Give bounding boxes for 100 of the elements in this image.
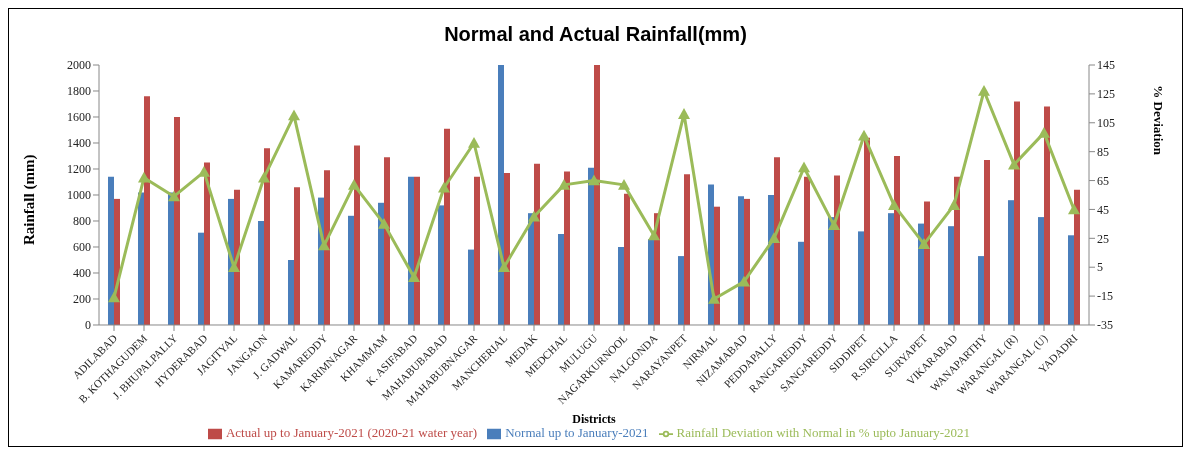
bar bbox=[264, 148, 270, 325]
point bbox=[318, 239, 330, 251]
bar bbox=[504, 172, 510, 325]
y2-tick-label: 85 bbox=[1097, 144, 1109, 159]
legend-label: Actual up to January-2021 (2020-21 water year) bbox=[225, 424, 478, 440]
bar bbox=[624, 193, 630, 325]
point bbox=[948, 199, 960, 210]
point bbox=[978, 85, 990, 96]
point bbox=[798, 161, 810, 173]
y2-tick-label: -15 bbox=[1097, 289, 1113, 304]
y2-tick-label: 125 bbox=[1097, 87, 1115, 102]
bar bbox=[738, 196, 744, 325]
bar bbox=[774, 157, 780, 325]
y2-tick-label: 5 bbox=[1097, 260, 1103, 275]
bar bbox=[1038, 217, 1044, 325]
point bbox=[588, 174, 600, 186]
bar bbox=[324, 170, 330, 325]
y-tick-label: 1400 bbox=[67, 136, 91, 151]
y2-axis-title: % Deviation bbox=[1151, 85, 1167, 156]
point bbox=[858, 129, 870, 141]
bar bbox=[888, 213, 894, 325]
point bbox=[108, 291, 120, 303]
point bbox=[228, 261, 240, 273]
point bbox=[408, 271, 420, 283]
legend-label: Rainfall Deviation with Normal in % upto January-2021 bbox=[676, 424, 971, 440]
bar bbox=[1044, 106, 1050, 325]
y2-tick-label: 145 bbox=[1097, 58, 1115, 73]
bar bbox=[804, 176, 810, 325]
bar bbox=[288, 259, 294, 325]
bar bbox=[828, 217, 834, 325]
point bbox=[468, 137, 480, 148]
chart-title: Normal and Actual Rainfall(mm) bbox=[443, 23, 748, 47]
y-tick-label: 1200 bbox=[67, 162, 91, 177]
point bbox=[768, 232, 780, 244]
bar bbox=[528, 213, 534, 325]
point bbox=[918, 238, 930, 249]
point bbox=[648, 229, 660, 241]
bar bbox=[498, 65, 504, 325]
bar bbox=[714, 206, 720, 325]
y-tick-label: 200 bbox=[73, 292, 91, 307]
y-tick-label: 600 bbox=[73, 240, 91, 255]
legend-label: Normal up to January-2021 bbox=[505, 424, 649, 440]
bar bbox=[894, 155, 900, 325]
y-tick-label: 1800 bbox=[67, 84, 91, 99]
bar bbox=[354, 145, 360, 325]
bar bbox=[1014, 101, 1020, 325]
y-tick-label: 2000 bbox=[67, 58, 91, 73]
bar bbox=[744, 198, 750, 325]
bar bbox=[918, 223, 924, 325]
point bbox=[1068, 203, 1080, 215]
point bbox=[438, 181, 450, 193]
bar bbox=[1074, 189, 1080, 325]
bar bbox=[444, 128, 450, 325]
bar bbox=[924, 201, 930, 325]
bar bbox=[1008, 200, 1014, 325]
point bbox=[618, 178, 630, 190]
bar bbox=[438, 205, 444, 325]
point bbox=[678, 108, 690, 119]
bar bbox=[234, 189, 240, 325]
bar bbox=[108, 176, 114, 325]
bar bbox=[468, 249, 474, 325]
point bbox=[168, 190, 180, 202]
bar bbox=[834, 175, 840, 325]
bar bbox=[294, 187, 300, 325]
y-tick-label: 0 bbox=[85, 318, 91, 333]
point bbox=[498, 261, 510, 273]
bar bbox=[174, 117, 180, 325]
y-tick-label: 400 bbox=[73, 266, 91, 281]
bar bbox=[588, 167, 594, 325]
bar bbox=[768, 194, 774, 325]
bar bbox=[384, 157, 390, 325]
bar bbox=[474, 176, 480, 325]
y2-tick-label: 45 bbox=[1097, 202, 1109, 217]
point bbox=[1038, 126, 1050, 138]
y2-tick-label: 65 bbox=[1097, 173, 1109, 188]
bar bbox=[858, 231, 864, 325]
bar bbox=[534, 163, 540, 325]
y2-tick-label: -35 bbox=[1097, 318, 1113, 333]
bar bbox=[864, 137, 870, 325]
y2-tick-label: 105 bbox=[1097, 116, 1115, 131]
bar bbox=[168, 192, 174, 325]
point bbox=[198, 165, 210, 177]
bar bbox=[138, 192, 144, 325]
bar bbox=[414, 176, 420, 325]
bar bbox=[594, 65, 600, 325]
y-axis-title: Rainfall (mm) bbox=[21, 154, 39, 245]
bar bbox=[204, 162, 210, 325]
bar bbox=[564, 171, 570, 325]
bar bbox=[678, 256, 684, 325]
bar bbox=[378, 202, 384, 325]
y-tick-label: 800 bbox=[73, 214, 91, 229]
bar bbox=[558, 233, 564, 325]
bar bbox=[684, 174, 690, 325]
point bbox=[348, 178, 360, 190]
point bbox=[378, 217, 390, 229]
bar bbox=[984, 159, 990, 325]
bar bbox=[408, 176, 414, 325]
bar bbox=[258, 220, 264, 325]
bar bbox=[618, 246, 624, 325]
bar bbox=[648, 239, 654, 325]
